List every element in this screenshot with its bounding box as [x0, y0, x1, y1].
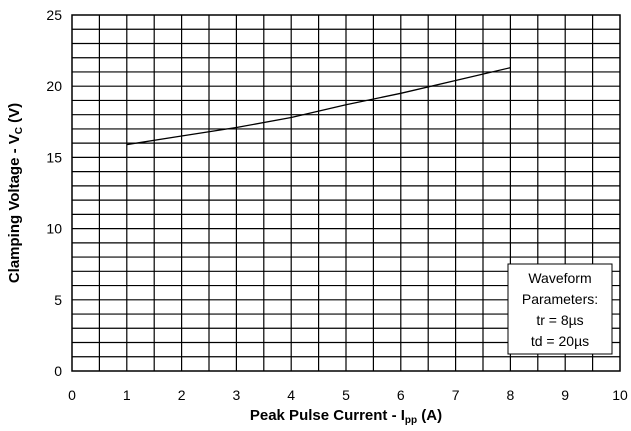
series-layer: [126, 67, 511, 146]
x-tick-label: 8: [507, 387, 515, 403]
series-line: [126, 67, 511, 146]
x-tick-label: 10: [612, 387, 628, 403]
y-tick-label: 25: [46, 7, 62, 23]
y-tick-label: 0: [54, 363, 62, 379]
x-axis-title-subscript: pp: [405, 415, 417, 426]
x-axis-title-main: Peak Pulse Current - I: [250, 407, 405, 424]
annotation-line-2: Parameters:: [522, 291, 598, 307]
x-tick-label: 3: [233, 387, 241, 403]
y-axis-title-unit: (V): [6, 103, 23, 127]
x-tick-label: 1: [123, 387, 131, 403]
y-tick-label: 15: [46, 149, 62, 165]
x-tick-label: 5: [342, 387, 350, 403]
annotation-line-4: td = 20µs: [531, 333, 589, 349]
x-tick-label: 2: [178, 387, 186, 403]
x-axis-title: Peak Pulse Current - Ipp (A): [250, 407, 442, 426]
grid-lines: [72, 15, 620, 371]
waveform-annotation: Waveform Parameters: tr = 8µs td = 20µs: [507, 263, 613, 355]
x-tick-label: 4: [287, 387, 295, 403]
y-tick-labels: 0 5 10 15 20 25: [46, 7, 62, 379]
x-tick-label: 7: [452, 387, 460, 403]
x-tick-label: 9: [561, 387, 569, 403]
y-tick-label: 20: [46, 78, 62, 94]
y-axis-title-main: Clamping Voltage - V: [6, 134, 23, 283]
x-axis-title-unit: (A): [417, 407, 442, 424]
annotation-box: [507, 263, 613, 355]
y-axis-title: Clamping Voltage - VC (V): [6, 103, 25, 283]
x-tick-labels: 0 1 2 3 4 5 6 7 8 9 10: [68, 387, 628, 403]
x-tick-label: 0: [68, 387, 76, 403]
annotation-line-3: tr = 8µs: [536, 312, 583, 328]
x-tick-label: 6: [397, 387, 405, 403]
annotation-line-1: Waveform: [528, 270, 591, 286]
y-axis-title-subscript: C: [14, 127, 25, 134]
y-tick-label: 5: [54, 292, 62, 308]
y-tick-label: 10: [46, 221, 62, 237]
